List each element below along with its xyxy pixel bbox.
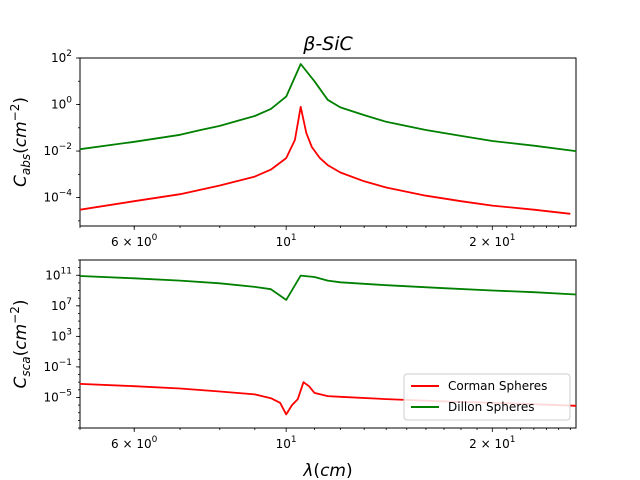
y-axis-label-scattering: Csca(cm−2) xyxy=(8,300,33,389)
y-tick-label: 10−4 xyxy=(43,189,72,205)
x-tick-label: 101 xyxy=(276,435,297,451)
ticks-scattering: 6 × 100 101 2 × 101 10−5 10−1 103 107 1011 xyxy=(43,259,571,451)
x-tick-label: 2 × 101 xyxy=(469,435,515,451)
y-tick-label: 10−2 xyxy=(43,142,72,158)
series-line-corman xyxy=(80,105,571,215)
x-tick-label: 101 xyxy=(276,233,297,249)
ticks-absorption: 6 × 100 101 2 × 101 10−4 10−2 100 102 xyxy=(43,49,571,249)
axes-frame-absorption xyxy=(79,57,577,227)
y-axis-label-absorption: Cabs(cm−2) xyxy=(8,97,33,187)
y-tick-label: 100 xyxy=(51,96,72,112)
series-group-absorption xyxy=(80,63,576,215)
legend-label-dillon: Dillon Spheres xyxy=(448,400,535,414)
subplot-scattering: Csca(cm−2) 6 × 100 101 2 × 101 10−5 10−1 103 1… xyxy=(8,259,577,480)
y-tick-label: 107 xyxy=(51,297,72,313)
chart-title: β-SiC xyxy=(302,33,353,55)
x-tick-label: 6 × 100 xyxy=(111,435,158,451)
y-tick-label: 10−1 xyxy=(43,358,72,374)
series-line-dillon xyxy=(80,274,576,301)
y-tick-label: 1011 xyxy=(45,266,72,282)
subplot-absorption: Cabs(cm−2) 6 × 100 101 2 × 101 10−4 10−2 100 1… xyxy=(8,49,577,249)
legend: Corman Spheres Dillon Spheres xyxy=(403,373,571,421)
x-axis-label: λ(cm) xyxy=(302,461,352,480)
y-tick-label: 102 xyxy=(51,49,72,65)
svg-text:Csca(cm−2): Csca(cm−2) xyxy=(8,300,33,389)
x-tick-label: 6 × 100 xyxy=(111,233,158,249)
legend-label-corman: Corman Spheres xyxy=(448,379,547,393)
legend-box xyxy=(403,373,571,421)
svg-text:Cabs(cm−2): Cabs(cm−2) xyxy=(8,97,33,187)
series-line-dillon xyxy=(80,63,576,152)
y-tick-label: 10−5 xyxy=(43,388,72,404)
x-tick-label: 2 × 101 xyxy=(469,233,515,249)
y-tick-label: 103 xyxy=(51,327,72,343)
